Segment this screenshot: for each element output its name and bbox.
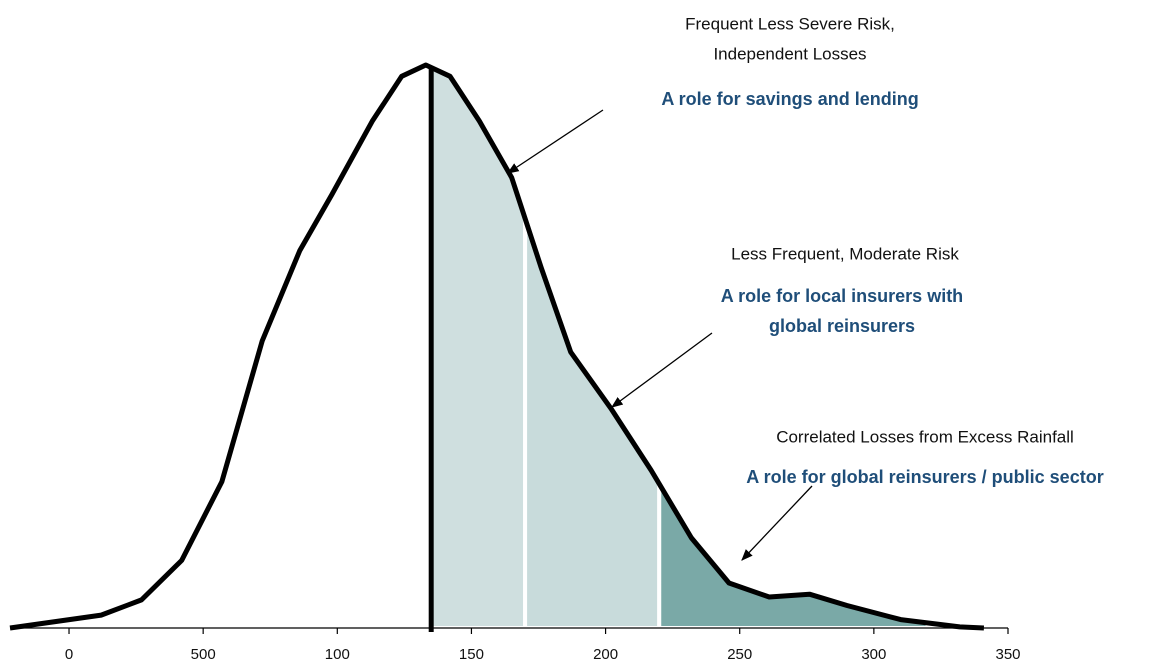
annotation-role: A role for global reinsurers / public se…	[746, 467, 1103, 487]
x-tick-label: 100	[325, 646, 350, 662]
density-curve	[9, 62, 985, 631]
risk-region	[429, 64, 528, 630]
x-tick-label: 350	[995, 646, 1020, 662]
annotation-role: A role for savings and lending	[661, 89, 918, 109]
annotation: Frequent Less Severe Risk, Independent L…	[507, 14, 919, 174]
arrow	[507, 109, 604, 174]
x-tick-label: 300	[861, 646, 886, 662]
annotation-role: global reinsurers	[769, 316, 915, 336]
arrow	[611, 332, 713, 408]
x-tick-label: 250	[727, 646, 752, 662]
x-tick-label: 500	[191, 646, 216, 662]
x-tick-label: 200	[593, 646, 618, 662]
annotation: Correlated Losses from Excess Rainfall A…	[741, 427, 1104, 561]
annotation-heading: Less Frequent, Moderate Risk	[731, 244, 959, 263]
annotation-role: A role for local insurers with	[721, 286, 963, 306]
x-tick-label: 150	[459, 646, 484, 662]
annotation-heading: Independent Losses	[713, 44, 866, 63]
annotation-heading: Frequent Less Severe Risk,	[685, 14, 895, 33]
annotation: Less Frequent, Moderate Risk A role for …	[611, 244, 963, 408]
arrow	[741, 485, 813, 561]
annotation-heading: Correlated Losses from Excess Rainfall	[776, 427, 1074, 446]
x-tick-label: 0	[65, 646, 73, 662]
